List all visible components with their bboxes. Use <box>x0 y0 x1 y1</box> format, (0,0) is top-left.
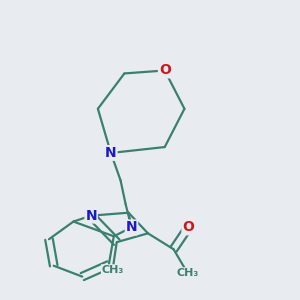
Text: CH₃: CH₃ <box>101 265 124 275</box>
Text: O: O <box>182 220 194 234</box>
Text: N: N <box>105 146 117 160</box>
Text: O: O <box>159 64 171 77</box>
Text: CH₃: CH₃ <box>176 268 199 278</box>
Text: N: N <box>126 220 137 234</box>
Text: N: N <box>85 209 97 223</box>
